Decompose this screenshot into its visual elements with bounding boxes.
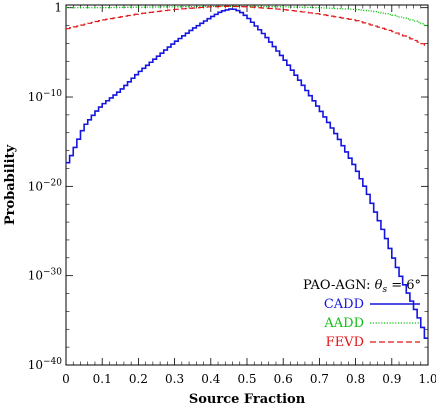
y-tick-label: 10−40 (28, 357, 63, 372)
legend-title-suffix: = 6° (387, 278, 421, 293)
legend-label-cadd: CADD (324, 297, 364, 312)
legend-label-fevd: FEVD (326, 335, 364, 350)
y-tick-label: 10−10 (28, 89, 63, 104)
legend-label-aadd: AADD (323, 316, 364, 331)
x-tick-label: 0.6 (274, 372, 293, 386)
series-group (66, 5, 428, 339)
y-tick-label: 10−30 (28, 268, 63, 283)
legend-title-symbol: θ (375, 278, 383, 293)
x-tick-label: 0.2 (129, 372, 148, 386)
x-axis-title: Source Fraction (189, 392, 306, 407)
series-line-aadd (66, 5, 428, 27)
x-tick-label: 0.3 (165, 372, 184, 386)
y-axis-title: Probability (3, 144, 18, 225)
x-tick-label: 0.8 (346, 372, 365, 386)
plot-frame (65, 4, 429, 366)
legend-title: PAO-AGN: θs = 6° (303, 278, 421, 295)
x-tick-label: 0 (62, 372, 70, 386)
legend-title-subscript: s (382, 285, 387, 295)
x-tick-label: 0.7 (310, 372, 329, 386)
x-tick-label: 0.1 (93, 372, 112, 386)
series-line-cadd (66, 8, 428, 339)
y-tick-label: 10−20 (28, 178, 63, 193)
y-tick-label: 1 (54, 1, 62, 15)
x-tick-label: 1.0 (418, 372, 436, 386)
tick-labels: 0 0.1 0.2 0.3 0.4 0.5 0.6 0.7 0.8 0.9 1.0 1 10−10 10−… (28, 1, 436, 386)
axis-ticks (65, 5, 429, 366)
x-tick-label: 0.4 (201, 372, 220, 386)
x-tick-label: 0.9 (382, 372, 401, 386)
series-line-fevd (66, 5, 428, 46)
legend-title-prefix: PAO-AGN: (303, 278, 375, 293)
x-tick-label: 0.5 (237, 372, 256, 386)
legend: PAO-AGN: θs = 6° CADD AADD FEVD (303, 278, 421, 350)
